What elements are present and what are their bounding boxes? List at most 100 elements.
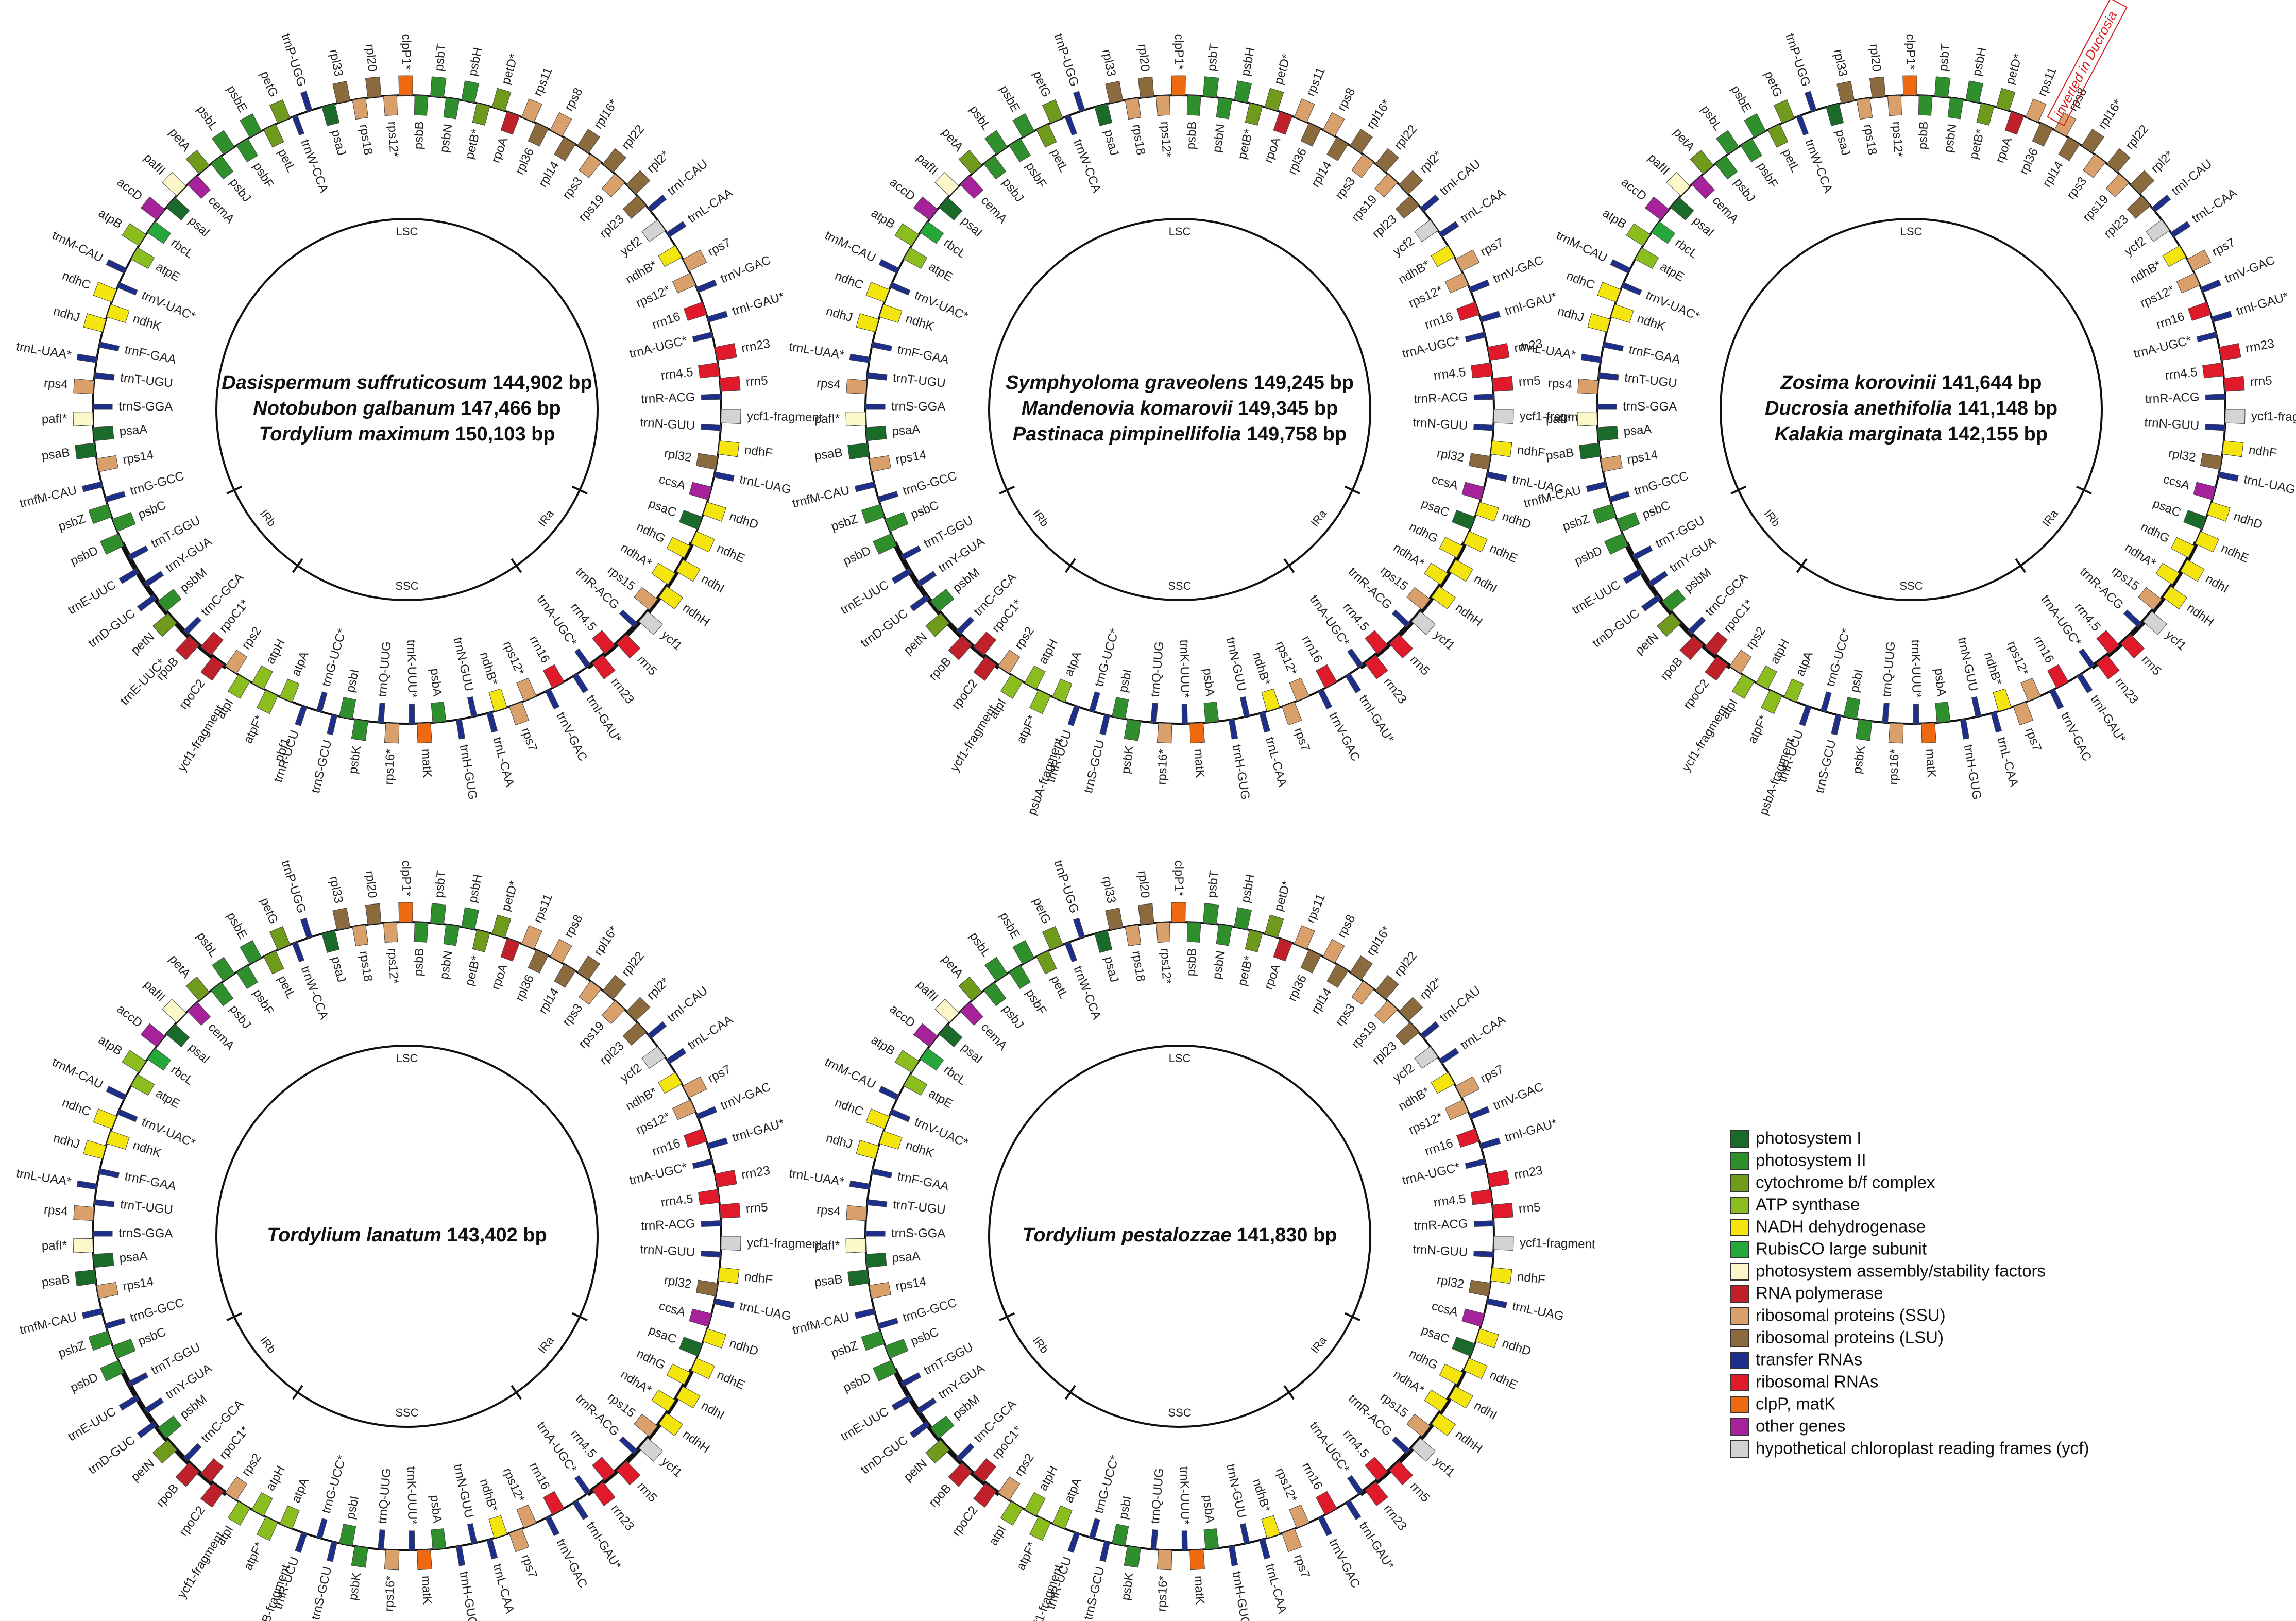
gene-label: rrn16 <box>1423 310 1455 332</box>
species-name: Notobubon galbanum <box>253 398 461 419</box>
gene-label: atpE <box>926 260 955 284</box>
legend-swatch-rps <box>1730 1307 1749 1325</box>
gene-label: rbcL <box>941 1063 969 1088</box>
gene-block <box>1965 80 1984 103</box>
gene-label: rpoC2 <box>949 677 980 712</box>
gene-block <box>920 1048 944 1071</box>
gene-block <box>2032 123 2053 147</box>
gene-label: petL <box>1048 974 1071 1001</box>
gene-block <box>878 259 899 274</box>
gene-label: psbI <box>1848 668 1866 694</box>
gene-block <box>1424 562 1449 585</box>
gene-label: petB* <box>463 128 483 161</box>
gene-label: rps19 <box>1349 192 1380 224</box>
gene-label: rps19 <box>1349 1019 1380 1051</box>
gene-block <box>455 1545 466 1566</box>
gene-block <box>1493 409 1514 424</box>
gene-label: pafII <box>141 978 168 1004</box>
gene-block <box>417 1549 432 1571</box>
legend-label-ndh: NADH dehydrogenase <box>1756 1217 1926 1236</box>
gene-block <box>973 656 997 681</box>
gene-block <box>683 301 707 321</box>
gene-block <box>866 1199 888 1207</box>
gene-label: ndhF <box>2248 443 2278 460</box>
gene-block <box>212 130 235 155</box>
gene-block <box>269 926 291 950</box>
gene-block <box>718 1267 740 1284</box>
gene-label: pafII <box>914 151 941 178</box>
gene-block <box>257 1516 278 1541</box>
gene-block <box>1616 512 1640 532</box>
gene-block <box>1623 568 1644 584</box>
gene-label: rps12* <box>634 283 672 310</box>
gene-label: rpl2* <box>644 975 672 1002</box>
gene-block <box>1406 1413 1431 1437</box>
gene-label: atpA <box>289 650 312 678</box>
gene-block <box>638 611 664 635</box>
gene-label: rpl33 <box>1099 48 1118 78</box>
gene-block <box>1971 696 1982 718</box>
genome-size: 141,830 bp <box>1237 1224 1337 1246</box>
gene-label: psbT <box>432 43 449 72</box>
gene-label: trnL-UAG <box>738 1299 792 1323</box>
gene-label: trnM-CAU <box>50 1055 106 1091</box>
gene-label: ycf1-fragment <box>1520 1236 1596 1251</box>
gene-label: ycf1-fragment <box>2251 409 2296 424</box>
gene-category-legend: photosystem I photosystem II cytochrome b/… <box>1730 1129 2089 1458</box>
gene-label: accD <box>887 175 918 203</box>
gene-label: rpl16* <box>1364 924 1394 958</box>
gene-block <box>279 1505 300 1529</box>
gene-block <box>166 197 190 221</box>
gene-block <box>543 664 565 689</box>
gene-block <box>76 353 98 363</box>
gene-block <box>1651 221 1676 244</box>
extra-gene-label: ycf1-fragment <box>175 1529 227 1601</box>
extra-gene-label: psbA-fragment <box>1025 736 1066 817</box>
gene-block <box>1456 1128 1480 1148</box>
gene-block <box>365 76 382 98</box>
gene-block <box>1468 1279 1491 1296</box>
gene-block <box>93 1108 117 1130</box>
gene-label: psbT <box>1205 869 1221 898</box>
gene-block <box>212 957 235 982</box>
gene-label: psaJ <box>1833 128 1853 157</box>
gene-label: trnH-GUG <box>1230 744 1252 801</box>
gene-block <box>1455 249 1480 271</box>
gene-label: trnV-GAC <box>2058 710 2094 763</box>
gene-label: rpl14 <box>1308 985 1335 1016</box>
map-title-line: Pastinaca pimpinellifolia 149,758 bp <box>1013 423 1347 445</box>
region-boundary-tick <box>2076 485 2092 494</box>
legend-swatch-paf <box>1730 1263 1749 1281</box>
gene-label: trnI-CAU <box>1437 157 1483 198</box>
gene-label: psaC <box>2151 497 2183 520</box>
gene-label: psaA <box>119 422 148 438</box>
gene-block <box>651 562 676 585</box>
gene-block <box>1610 259 1631 274</box>
gene-block <box>692 331 713 343</box>
gene-block <box>2163 586 2188 610</box>
gene-label: psbC <box>136 1325 168 1349</box>
gene-block <box>351 1545 368 1568</box>
gene-label: rrn5 <box>635 653 660 678</box>
gene-label: psaA <box>1623 422 1653 438</box>
gene-label: psbE <box>224 910 250 942</box>
gene-block <box>715 1170 737 1188</box>
region-label-lsc: LSC <box>1900 225 1923 238</box>
gene-label: atpB <box>869 206 897 231</box>
gene-block <box>1203 702 1219 723</box>
gene-block <box>2130 170 2155 195</box>
gene-label: trnP-UGG <box>1782 32 1813 89</box>
gene-block <box>1365 630 1388 654</box>
gene-block <box>1239 1523 1250 1544</box>
gene-block <box>847 442 870 460</box>
gene-block <box>1089 1518 1100 1539</box>
gene-label: rpl23 <box>1370 1039 1400 1068</box>
gene-block <box>327 714 337 736</box>
gene-label: rps11 <box>1304 892 1328 925</box>
gene-block <box>622 195 647 219</box>
region-label-ssc: SSC <box>1899 579 1923 592</box>
gene-label: ndhD <box>2232 509 2265 532</box>
gene-label: trnG-UCC* <box>1092 627 1122 688</box>
gene-label: trnK-UUU* <box>1177 1466 1192 1525</box>
gene-block <box>75 1269 97 1287</box>
